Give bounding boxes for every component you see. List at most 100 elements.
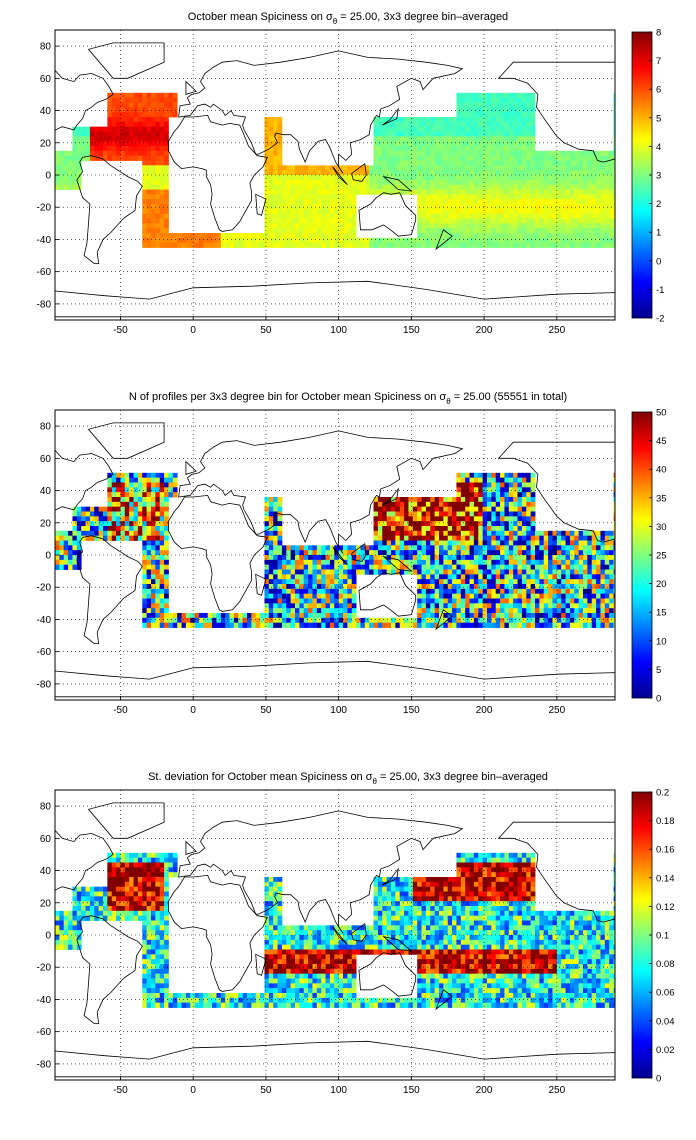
data-cell <box>417 223 422 229</box>
data-cell <box>473 155 479 161</box>
data-cell <box>430 613 436 619</box>
data-cell <box>473 146 479 152</box>
data-cell <box>373 540 379 546</box>
data-cell <box>517 588 523 595</box>
data-cell <box>591 204 597 210</box>
data-cell <box>530 584 536 590</box>
data-cell <box>513 555 518 561</box>
data-cell <box>439 175 444 181</box>
data-cell <box>111 107 117 113</box>
data-cell <box>473 555 479 561</box>
data-cell <box>591 175 597 181</box>
colorbar-tick-label: 40 <box>656 465 667 476</box>
data-cell <box>142 189 148 195</box>
data-cell <box>338 184 344 190</box>
data-cell <box>268 131 274 137</box>
data-cell <box>203 237 209 244</box>
data-cell <box>404 121 409 128</box>
data-cell <box>316 179 322 186</box>
data-cell <box>600 569 606 575</box>
data-cell <box>591 165 597 171</box>
data-cell <box>591 194 597 200</box>
data-cell <box>535 175 540 181</box>
data-cell <box>286 184 292 190</box>
data-cell <box>443 175 449 181</box>
data-cell <box>613 593 615 599</box>
data-cell <box>456 136 462 142</box>
data-cell <box>129 857 134 863</box>
data-cell <box>535 617 540 624</box>
data-cell <box>299 242 305 248</box>
data-cell <box>146 126 152 132</box>
data-cell <box>151 501 156 508</box>
data-cell <box>220 233 226 239</box>
data-cell <box>412 526 418 532</box>
data-cell <box>94 155 100 161</box>
data-cell <box>539 579 545 585</box>
data-cell <box>460 564 466 570</box>
data-cell <box>142 910 148 917</box>
data-cell <box>107 526 113 532</box>
data-cell <box>94 150 100 157</box>
data-cell <box>548 593 553 599</box>
data-cell <box>569 564 575 570</box>
data-cell <box>609 535 614 541</box>
data-cell <box>286 545 292 551</box>
data-cell <box>146 564 152 570</box>
data-cell <box>504 579 510 585</box>
data-cell <box>569 588 575 595</box>
data-cell <box>526 165 532 171</box>
data-cell <box>500 165 505 171</box>
data-cell <box>404 569 409 575</box>
data-cell <box>129 146 134 152</box>
data-cell <box>142 593 148 599</box>
data-cell <box>155 208 161 215</box>
data-cell <box>460 121 466 128</box>
data-cell <box>495 545 501 551</box>
data-cell <box>447 608 453 614</box>
data-cell <box>329 559 335 566</box>
data-cell <box>159 150 165 157</box>
data-cell <box>151 97 156 103</box>
data-cell <box>129 97 134 103</box>
data-cell <box>456 121 462 128</box>
data-cell <box>478 608 484 614</box>
data-cell <box>351 584 357 590</box>
data-cell <box>447 237 453 244</box>
data-cell <box>164 228 169 234</box>
data-cell <box>596 228 601 234</box>
data-cell <box>142 564 148 570</box>
data-cell <box>111 92 117 99</box>
data-cell <box>94 910 100 917</box>
data-cell <box>203 233 209 239</box>
data-cell <box>600 165 606 171</box>
data-cell <box>142 906 148 912</box>
data-cell <box>321 223 326 229</box>
data-cell <box>417 204 422 210</box>
data-cell <box>116 915 121 921</box>
data-cell <box>421 603 427 609</box>
data-cell <box>578 555 584 561</box>
data-cell <box>526 141 532 147</box>
data-cell <box>316 208 322 215</box>
data-cell <box>609 228 614 234</box>
data-cell <box>504 213 510 219</box>
data-cell <box>556 569 562 575</box>
data-cell <box>312 237 318 244</box>
data-cell <box>159 569 165 575</box>
data-cell <box>460 472 466 479</box>
data-cell <box>561 223 566 229</box>
data-cell <box>116 126 121 132</box>
data-cell <box>504 150 510 157</box>
data-cell <box>146 968 152 975</box>
data-cell <box>478 208 484 215</box>
data-cell <box>561 593 566 599</box>
data-cell <box>504 126 510 132</box>
data-cell <box>530 617 536 624</box>
data-cell <box>273 588 278 595</box>
data-cell <box>430 237 436 244</box>
data-cell <box>391 555 396 561</box>
data-cell <box>443 617 449 624</box>
data-cell <box>487 608 492 614</box>
data-cell <box>530 574 536 580</box>
